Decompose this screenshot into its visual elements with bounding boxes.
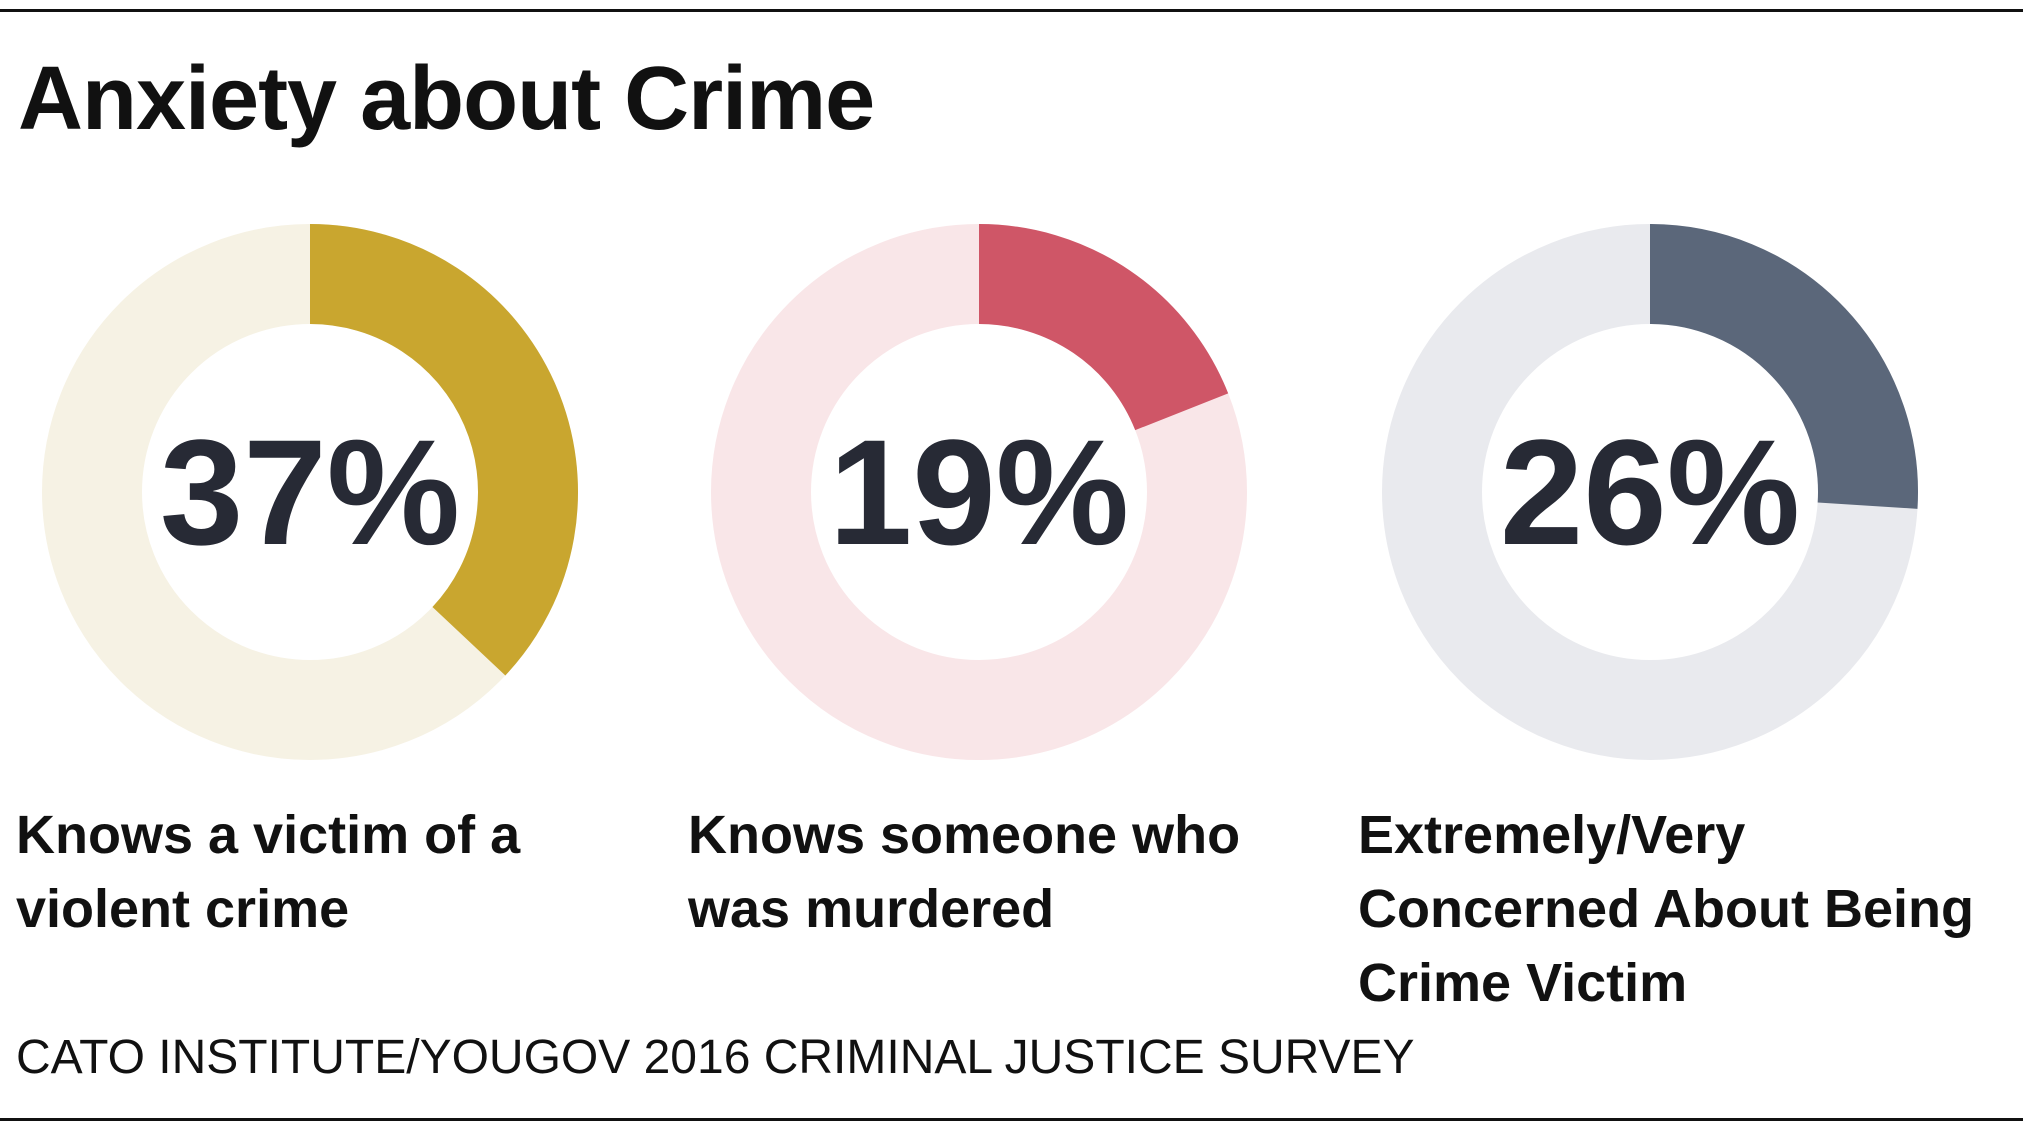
top-rule <box>0 9 2023 12</box>
source: CATO INSTITUTE/YOUGOV 2016 CRIMINAL JUST… <box>16 1031 1415 1084</box>
bottom-rule <box>0 1118 2023 1121</box>
donut-segment <box>309 224 578 676</box>
value-label: 37% <box>160 408 460 576</box>
donut-segment <box>1648 224 1918 509</box>
title: Anxiety about Crime <box>18 49 875 149</box>
category-label: Knows a victim of a violent crime <box>16 805 521 939</box>
value-label: 26% <box>1500 408 1800 576</box>
category-label: Extremely/Very Concerned About Being Cri… <box>1358 805 1974 1013</box>
donut-segment <box>977 224 1229 432</box>
category-label: Knows someone who was murdered <box>688 805 1241 939</box>
value-label: 19% <box>829 408 1129 576</box>
